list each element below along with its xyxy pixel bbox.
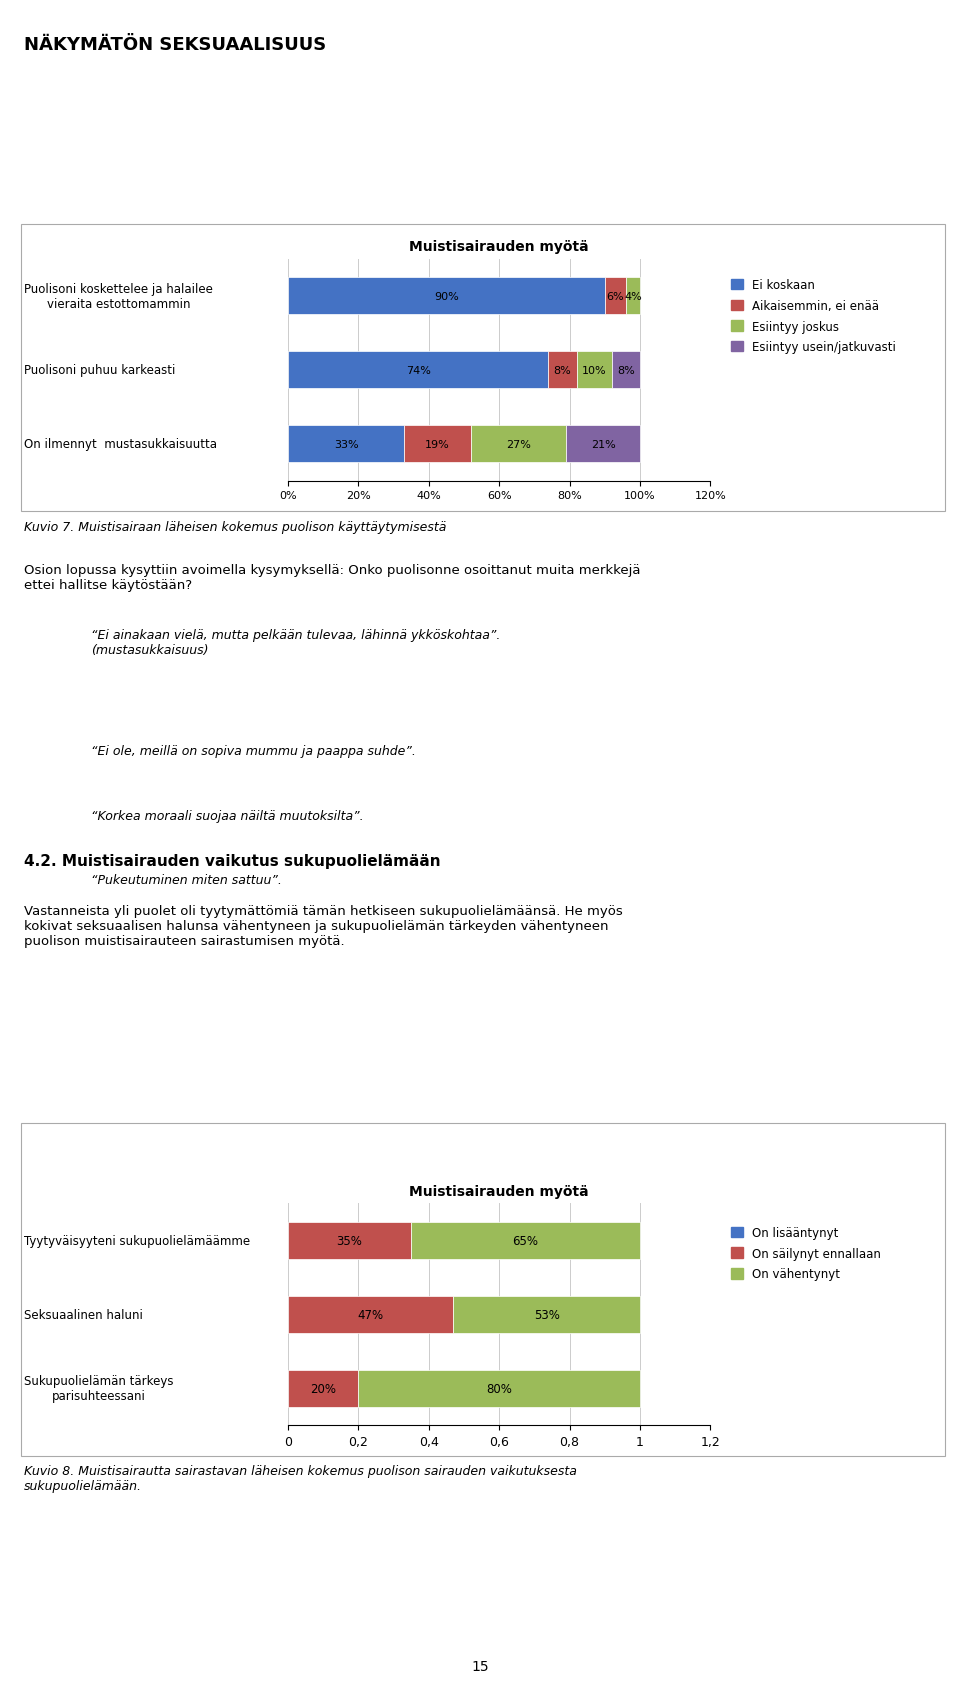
Text: 20%: 20% (310, 1383, 336, 1395)
Text: 4.2. Muistisairauden vaikutus sukupuolielämään: 4.2. Muistisairauden vaikutus sukupuolie… (24, 854, 441, 869)
Text: 74%: 74% (406, 365, 431, 376)
Text: Puolisoni puhuu karkeasti: Puolisoni puhuu karkeasti (24, 364, 176, 377)
Text: “Pukeutuminen miten sattuu”.: “Pukeutuminen miten sattuu”. (91, 874, 282, 888)
Legend: Ei koskaan, Aikaisemmin, ei enää, Esiintyy joskus, Esiintyy usein/jatkuvasti: Ei koskaan, Aikaisemmin, ei enää, Esiint… (731, 278, 896, 353)
Bar (288, 1369, 358, 1407)
Text: NÄKYMÄTÖN SEKSUAALISUUS: NÄKYMÄTÖN SEKSUAALISUUS (24, 36, 326, 55)
Text: Tyytyväisyyteni sukupuolielämäämme: Tyytyväisyyteni sukupuolielämäämme (24, 1234, 251, 1246)
Bar (288, 1222, 411, 1258)
Bar (358, 1369, 640, 1407)
Bar (411, 1222, 640, 1258)
Bar (566, 425, 640, 463)
Text: 47%: 47% (358, 1308, 384, 1321)
Text: 8%: 8% (554, 365, 571, 376)
Text: Vastanneista yli puolet oli tyytymättömiä tämän hetkiseen sukupuolielämäänsä. He: Vastanneista yli puolet oli tyytymättömi… (24, 905, 623, 947)
Text: 8%: 8% (617, 365, 635, 376)
Text: Sukupuolielämän tärkeys
parisuhteessani: Sukupuolielämän tärkeys parisuhteessani (24, 1374, 174, 1403)
Bar (288, 425, 404, 463)
Bar (548, 352, 577, 389)
Text: 21%: 21% (590, 439, 615, 449)
Bar (453, 1296, 640, 1333)
Text: “Ei ole, meillä on sopiva mummu ja paappa suhde”.: “Ei ole, meillä on sopiva mummu ja paapp… (91, 744, 416, 758)
Text: 6%: 6% (607, 292, 624, 302)
Text: 53%: 53% (534, 1308, 560, 1321)
Bar (577, 352, 612, 389)
Text: 80%: 80% (487, 1383, 512, 1395)
Text: 4%: 4% (624, 292, 642, 302)
Text: 65%: 65% (513, 1234, 539, 1246)
Bar (626, 278, 640, 314)
Text: Kuvio 8. Muistisairautta sairastavan läheisen kokemus puolison sairauden vaikutu: Kuvio 8. Muistisairautta sairastavan läh… (24, 1465, 577, 1492)
Text: 10%: 10% (582, 365, 607, 376)
Legend: On lisääntynyt, On säilynyt ennallaan, On vähentynyt: On lisääntynyt, On säilynyt ennallaan, O… (731, 1226, 881, 1280)
Bar (404, 425, 471, 463)
Text: 33%: 33% (334, 439, 358, 449)
Text: “Korkea moraali suojaa näiltä muutoksilta”.: “Korkea moraali suojaa näiltä muutoksilt… (91, 809, 364, 823)
Text: 90%: 90% (434, 292, 459, 302)
Title: Muistisairauden myötä: Muistisairauden myötä (409, 1185, 589, 1198)
Text: 19%: 19% (425, 439, 450, 449)
Text: 15: 15 (471, 1659, 489, 1673)
Bar (605, 278, 626, 314)
Bar (288, 1296, 453, 1333)
Bar (471, 425, 566, 463)
Text: Seksuaalinen haluni: Seksuaalinen haluni (24, 1308, 143, 1321)
Text: 35%: 35% (337, 1234, 363, 1246)
Bar (288, 278, 605, 314)
Bar (288, 352, 548, 389)
Text: On ilmennyt  mustasukkaisuutta: On ilmennyt mustasukkaisuutta (24, 439, 217, 451)
Text: “Ei ainakaan vielä, mutta pelkään tulevaa, lähinnä ykköskohtaa”.
(mustasukkaisuu: “Ei ainakaan vielä, mutta pelkään tuleva… (91, 628, 500, 655)
Bar (612, 352, 640, 389)
Text: 27%: 27% (506, 439, 531, 449)
Title: Muistisairauden myötä: Muistisairauden myötä (409, 241, 589, 254)
Text: Puolisoni koskettelee ja halailee
vieraita estottomammin: Puolisoni koskettelee ja halailee vierai… (24, 282, 213, 311)
Text: Osion lopussa kysyttiin avoimella kysymyksellä: Onko puolisonne osoittanut muita: Osion lopussa kysyttiin avoimella kysymy… (24, 563, 640, 591)
Text: Kuvio 7. Muistisairaan läheisen kokemus puolison käyttäytymisestä: Kuvio 7. Muistisairaan läheisen kokemus … (24, 521, 446, 534)
